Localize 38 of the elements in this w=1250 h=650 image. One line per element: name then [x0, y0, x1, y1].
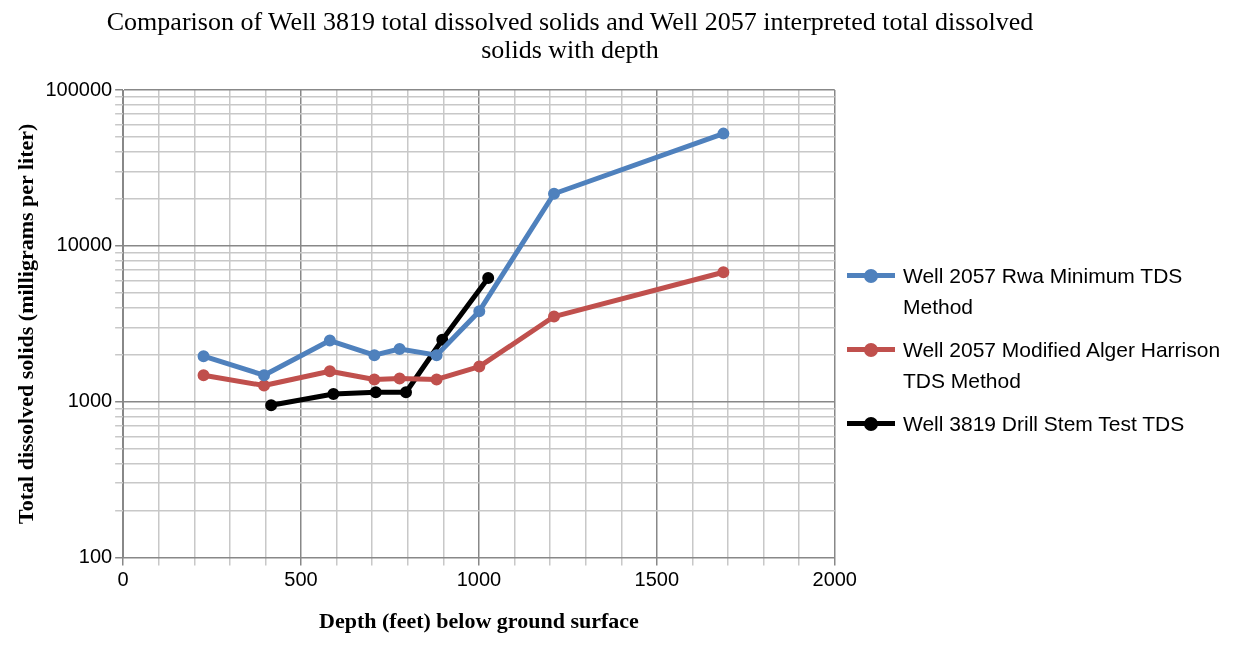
- point: [393, 342, 406, 355]
- point: [265, 399, 278, 412]
- point: [368, 373, 381, 386]
- legend-label: Well 2057 Rwa Minimum TDS Method: [903, 263, 1184, 320]
- point: [327, 388, 340, 401]
- point: [430, 373, 443, 386]
- point: [482, 272, 495, 285]
- point: [548, 187, 561, 200]
- y-tick-label: 1000: [67, 389, 113, 412]
- point: [258, 369, 271, 382]
- x-tick-label: 2000: [812, 568, 857, 591]
- x-tick-label: 1000: [456, 568, 502, 591]
- point: [473, 305, 486, 318]
- y-tick-label: 10000: [56, 233, 113, 256]
- point: [717, 266, 730, 279]
- legend-label: Well 3819 Drill Stem Test TDS: [903, 411, 1185, 437]
- x-axis-title: Depth (feet) below ground surface: [319, 608, 640, 634]
- point: [368, 349, 381, 362]
- point: [473, 360, 486, 373]
- point: [197, 350, 210, 363]
- point: [323, 365, 336, 378]
- point: [393, 372, 406, 385]
- point: [369, 386, 382, 399]
- legend-label: Well 2057 Modified Alger Harrison TDS Method: [903, 337, 1222, 394]
- chart-title: Comparison of Well 3819 total dissolved solids and Well 2057 interpreted total dissolved solids with depth: [105, 7, 1035, 64]
- point: [323, 334, 336, 347]
- y-axis-title: Total dissolved solids (milligrams per liter): [12, 123, 38, 524]
- x-tick-label: 1500: [634, 568, 680, 591]
- point: [197, 369, 210, 382]
- point: [430, 349, 443, 362]
- x-tick-label: 500: [284, 568, 318, 591]
- y-tick-label: 100: [78, 545, 113, 568]
- x-tick-label: 0: [117, 568, 129, 591]
- point: [400, 386, 413, 399]
- point: [548, 310, 561, 323]
- point: [258, 379, 271, 392]
- y-tick-label: 100000: [45, 77, 113, 100]
- point: [717, 127, 730, 140]
